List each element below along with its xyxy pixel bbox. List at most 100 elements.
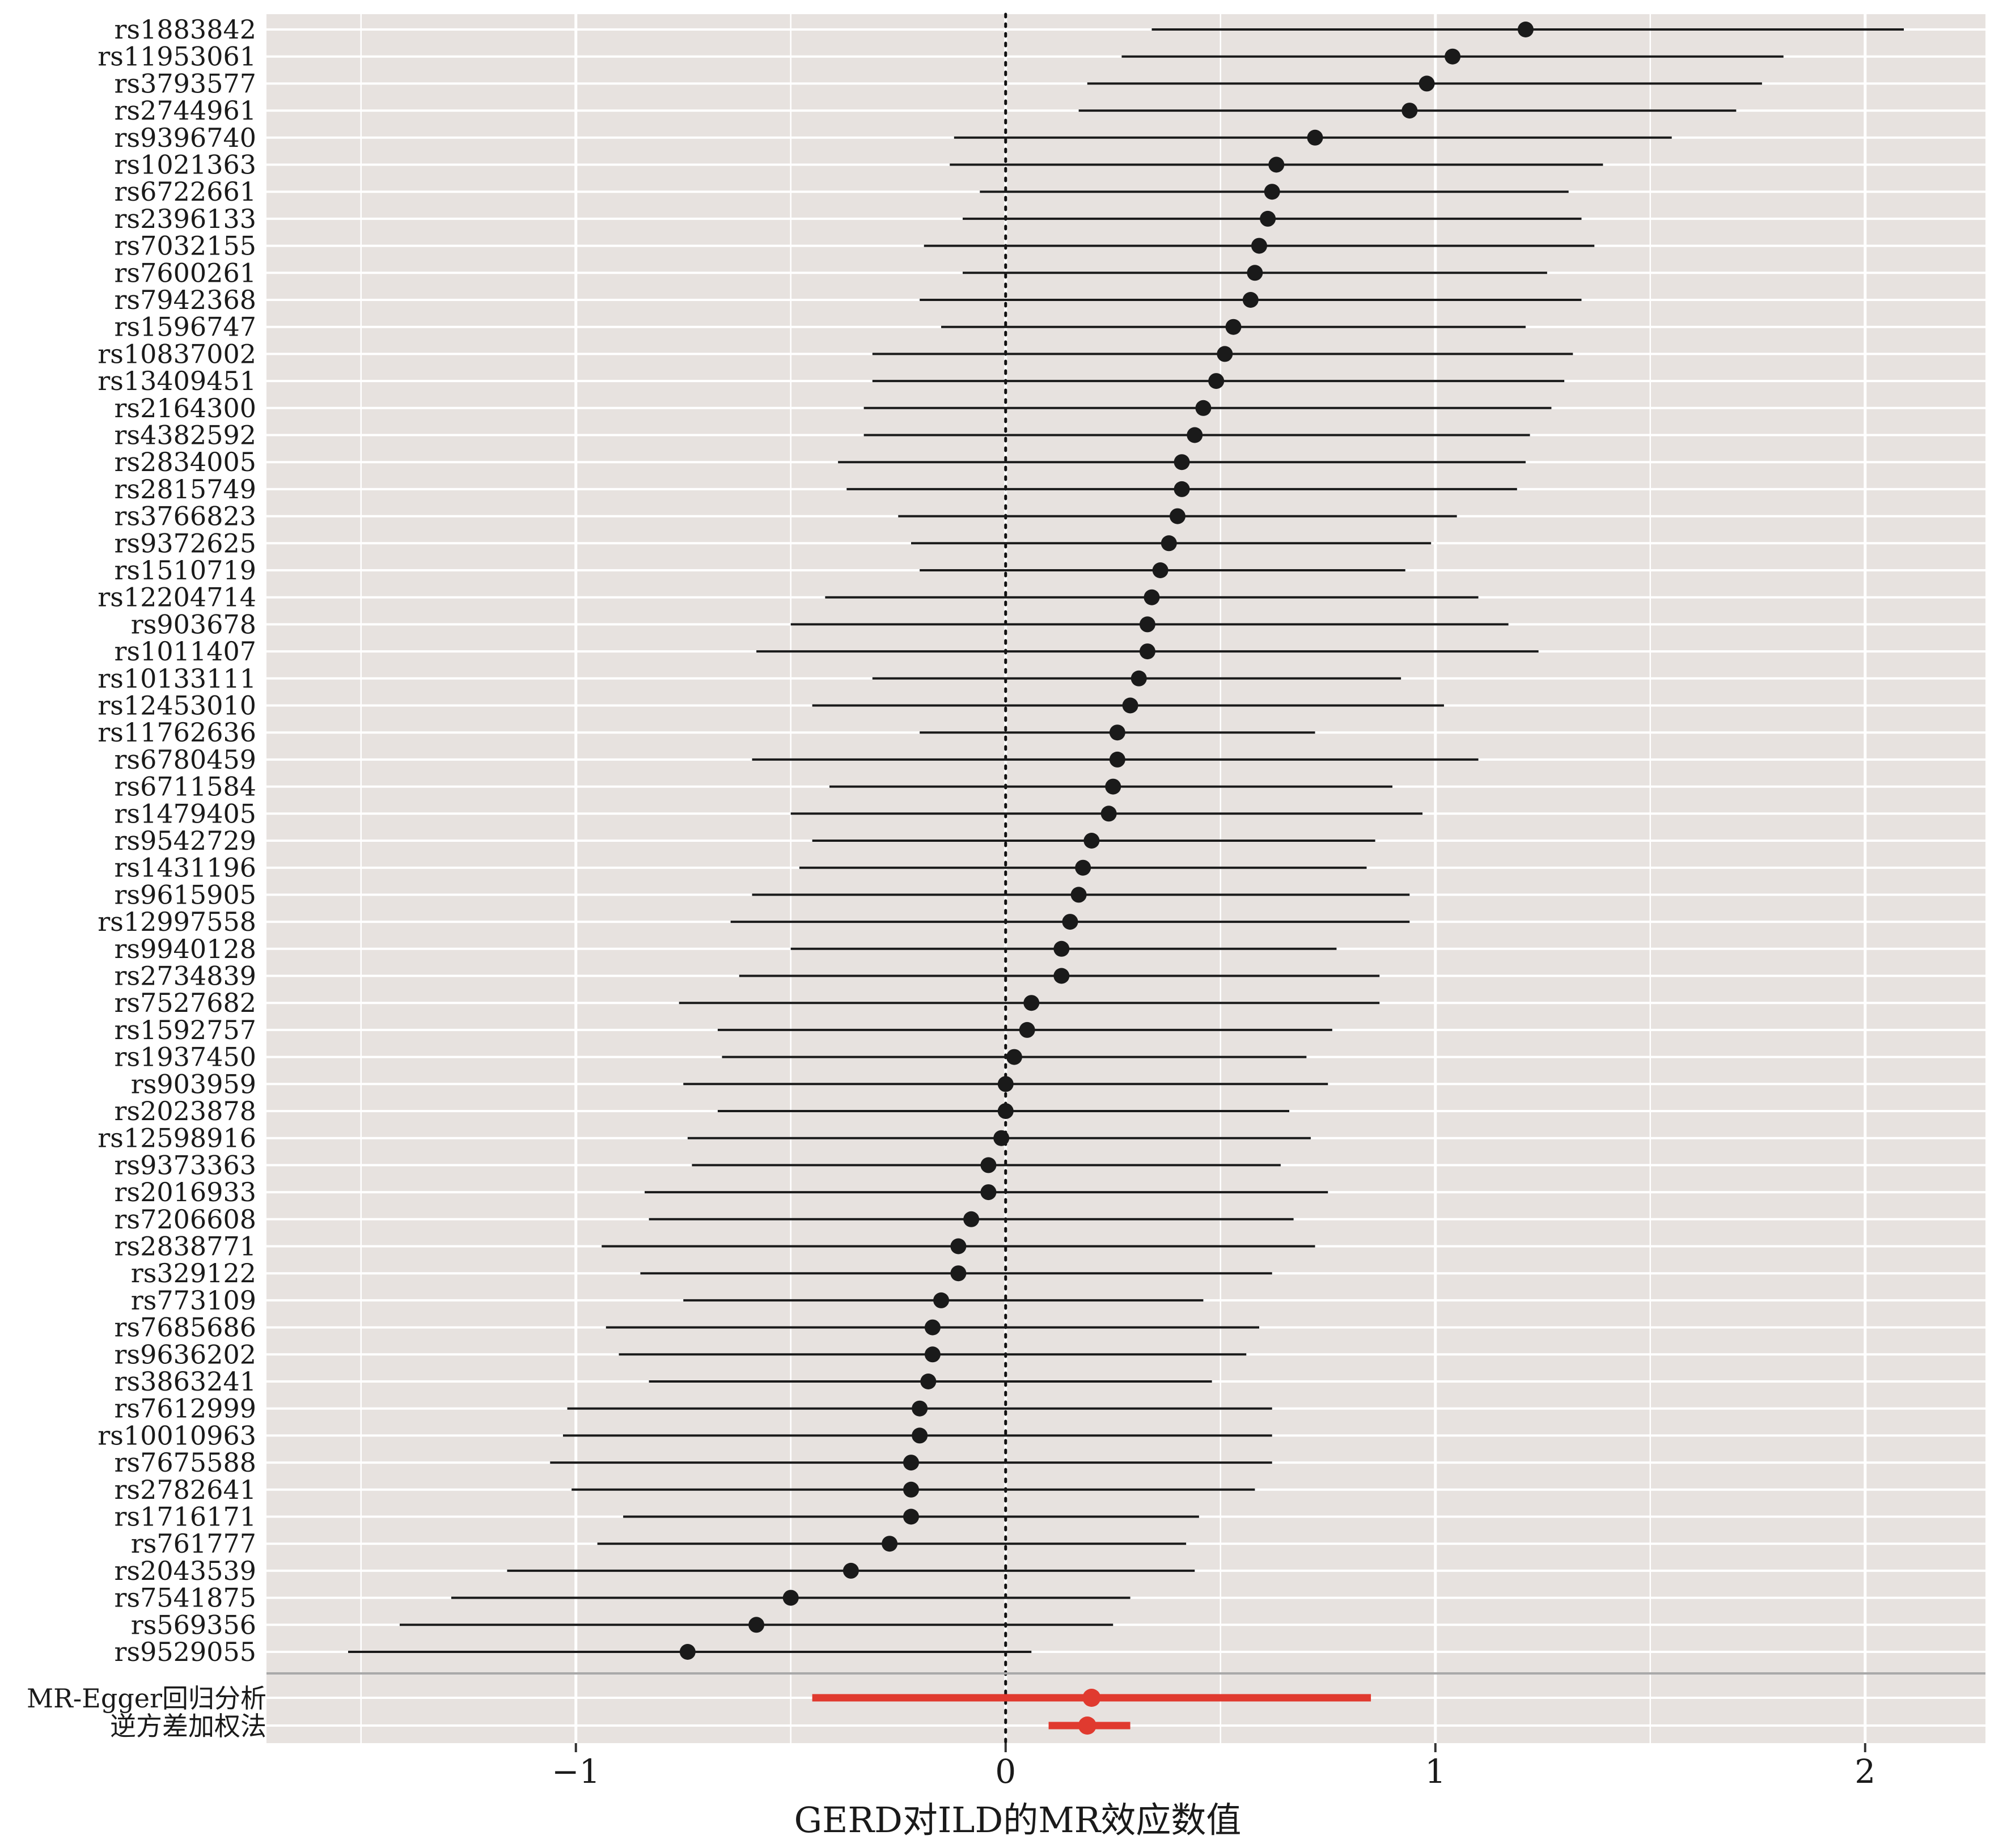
snp-estimate-point [924,1346,941,1363]
snp-estimate-point [912,1400,928,1417]
snp-label: rs2744961 [115,95,256,126]
snp-estimate-point [993,1130,1010,1146]
snp-estimate-point [1023,995,1040,1011]
snp-estimate-point [912,1427,928,1444]
snp-label: rs1716171 [115,1502,256,1532]
snp-label: rs569356 [131,1609,256,1640]
snp-label: rs10837002 [98,338,256,369]
snp-label: rs6780459 [115,744,256,775]
snp-estimate-point [1083,833,1100,849]
x-axis: −1 0 1 2 [552,1743,1875,1791]
snp-label: rs1011407 [115,636,256,667]
snp-label: rs903678 [131,609,256,639]
snp-label: rs2838771 [115,1231,256,1262]
snp-label: rs2815749 [115,474,256,505]
snp-label: rs9940128 [115,934,256,964]
snp-estimate-point [1139,643,1155,660]
snp-label: rs7675588 [115,1447,256,1478]
snp-label: rs2043539 [115,1555,256,1586]
snp-label: rs2396133 [115,204,256,234]
snp-estimate-point [997,1076,1014,1092]
snp-label: rs1937450 [115,1042,256,1073]
x-tick-label: 0 [995,1752,1016,1791]
snp-label: rs1596747 [115,312,256,342]
x-tick-label: −1 [552,1752,600,1791]
snp-label: rs3766823 [115,501,256,532]
snp-label: rs11762636 [98,717,256,748]
snp-estimate-point [1402,103,1418,119]
snp-label: rs9396740 [115,122,256,153]
snp-estimate-point [963,1211,980,1227]
snp-estimate-point [1075,859,1091,876]
snp-label: rs9529055 [115,1637,256,1667]
snp-estimate-point [1161,535,1177,552]
snp-label: rs12204714 [98,582,256,613]
snp-estimate-point [1217,346,1233,362]
snp-estimate-point [1122,697,1138,714]
plot-panel [266,14,1985,1743]
snp-label: rs773109 [131,1285,256,1316]
snp-label: rs1883842 [115,14,256,45]
snp-label: rs2016933 [115,1177,256,1207]
snp-label: rs329122 [131,1258,256,1288]
snp-label: rs1021363 [115,150,256,180]
snp-label: rs761777 [131,1528,256,1559]
snp-label: rs9615905 [115,879,256,910]
snp-label: rs12453010 [98,690,256,721]
summary-label: 逆方差加权法 [110,1711,266,1741]
snp-label: rs1592757 [115,1015,256,1045]
snp-label: rs7527682 [115,987,256,1018]
snp-label: rs3793577 [115,68,256,99]
snp-estimate-point [1019,1022,1035,1038]
summary-label: MR-Egger回归分析 [27,1683,266,1714]
snp-estimate-point [1225,319,1242,335]
snp-estimate-point [1062,914,1078,930]
snp-label: rs12598916 [98,1123,256,1154]
snp-estimate-point [1144,589,1160,605]
snp-estimate-point [1109,751,1125,768]
x-tick-label: 1 [1425,1752,1446,1791]
snp-estimate-point [997,1103,1014,1119]
x-tick-label: 2 [1854,1752,1875,1791]
snp-estimate-point [1100,806,1117,822]
snp-estimate-point [1242,292,1259,308]
snp-label: rs903959 [131,1069,256,1099]
snp-label: rs6711584 [115,772,256,802]
snp-estimate-point [1109,724,1125,741]
snp-label: rs1479405 [115,798,256,829]
snp-estimate-point [1152,562,1168,578]
snp-estimate-point [1419,75,1435,92]
summary-estimate-point [1082,1689,1101,1707]
snp-estimate-point [1053,940,1070,957]
snp-label: rs10010963 [98,1420,256,1451]
summary-layer [812,1689,1371,1735]
snp-estimate-point [1174,481,1190,497]
snp-label: rs6722661 [115,176,256,207]
snp-label: rs9636202 [115,1339,256,1370]
snp-label: rs1431196 [115,853,256,883]
snp-estimate-point [980,1184,997,1201]
snp-label: rs7032155 [115,231,256,261]
snp-label: rs7612999 [115,1393,256,1424]
snp-label: rs7600261 [115,257,256,288]
snp-label: rs2734839 [115,961,256,991]
snp-estimate-point [1139,616,1155,633]
snp-estimate-point [1264,184,1280,200]
snp-estimate-point [1195,400,1212,416]
snp-label: rs11953061 [98,41,256,72]
snp-estimate-point [950,1238,967,1254]
snp-estimate-point [1260,210,1276,227]
snp-label: rs1510719 [115,555,256,586]
snp-estimate-point [1053,968,1070,984]
snp-estimate-point [1169,508,1185,524]
snp-estimate-point [933,1292,950,1308]
snp-estimate-point [1208,373,1225,389]
snp-estimate-point [1247,265,1263,281]
snp-estimate-point [1517,22,1534,37]
snp-label: rs7206608 [115,1204,256,1235]
x-axis-title: GERD对ILD的MR效应数值 [794,1799,1242,1841]
snp-label: rs3863241 [115,1366,256,1397]
snp-estimate-point [1268,156,1285,173]
snp-label: rs9542729 [115,825,256,856]
